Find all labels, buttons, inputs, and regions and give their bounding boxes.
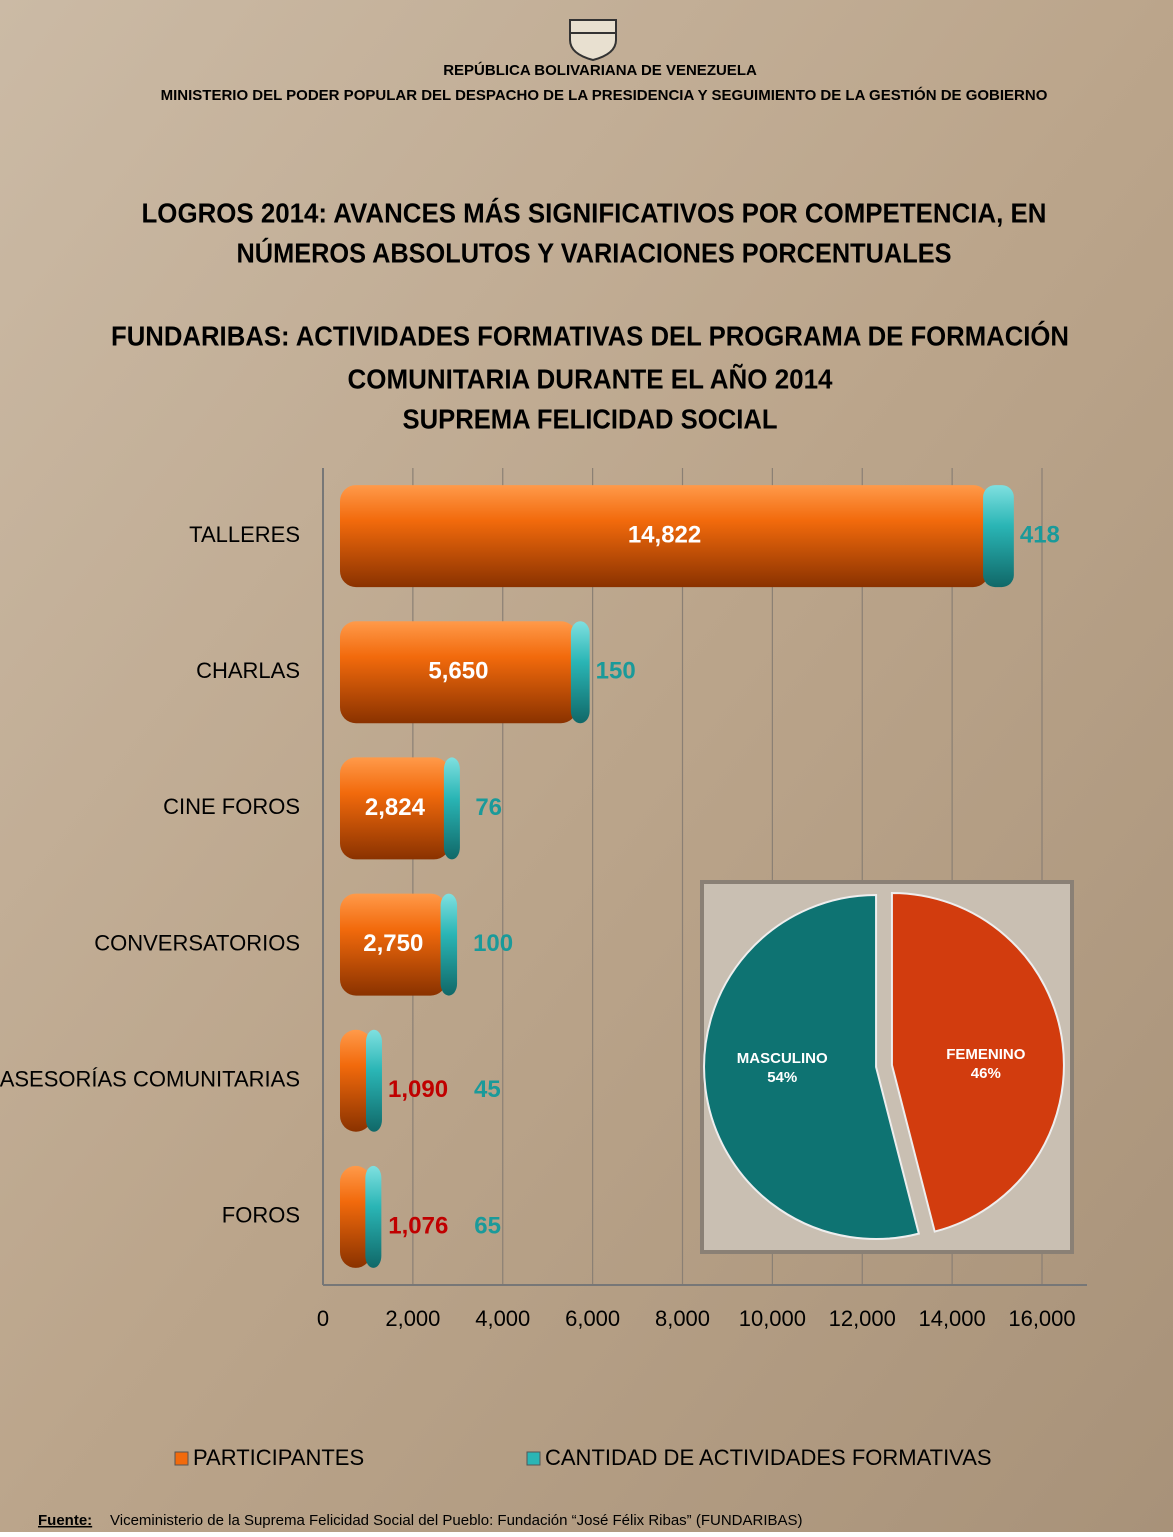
bar-cap	[570, 621, 590, 724]
heading: NÚMEROS ABSOLUTOS Y VARIACIONES PORCENTU…	[237, 237, 952, 268]
legend-swatch	[174, 1451, 189, 1466]
y-tick-label: FOROS	[222, 1203, 300, 1228]
y-tick-label: ASESORÍAS COMUNITARIAS	[0, 1067, 300, 1092]
legend-label: CANTIDAD DE ACTIVIDADES FORMATIVAS	[545, 1445, 992, 1470]
pie-value: 46%	[971, 1065, 1001, 1082]
value-label: 14,822	[628, 521, 701, 548]
bar-cap	[983, 485, 1014, 588]
value-label: 418	[1020, 521, 1060, 548]
pie-slice	[890, 891, 1065, 1233]
pie-slice	[703, 894, 921, 1241]
y-tick-label: CINE FOROS	[163, 794, 300, 819]
legend-label: PARTICIPANTES	[193, 1445, 364, 1470]
value-label: 100	[473, 930, 513, 957]
value-label: 65	[474, 1212, 501, 1239]
bar	[340, 621, 577, 724]
legend: PARTICIPANTES CANTIDAD DE ACTIVIDADES FOR…	[174, 1445, 992, 1470]
x-tick-label: 2,000	[385, 1306, 440, 1331]
bar-cap	[440, 893, 458, 996]
ministry: MINISTERIO DEL PODER POPULAR DEL DESPACH…	[161, 86, 1048, 104]
source-label: Fuente:	[38, 1512, 92, 1529]
pie-label: FEMENINO	[946, 1046, 1026, 1063]
pie-label: MASCULINO	[737, 1050, 828, 1067]
value-label: 2,824	[365, 794, 426, 821]
y-tick-label: CONVERSATORIOS	[94, 930, 300, 955]
bar	[340, 1029, 372, 1132]
x-tick-label: 10,000	[739, 1306, 806, 1331]
country: REPÚBLICA BOLIVARIANA DE VENEZUELA	[443, 61, 757, 79]
x-tick-label: 6,000	[565, 1306, 620, 1331]
x-tick-label: 12,000	[829, 1306, 896, 1331]
value-label: 76	[475, 794, 502, 821]
value-label: 1,076	[388, 1212, 448, 1239]
value-label: 150	[596, 658, 636, 685]
value-label: 2,750	[363, 930, 423, 957]
bar-cap	[443, 757, 460, 860]
value-label: 5,650	[428, 658, 488, 685]
chart-title: FUNDARIBAS: ACTIVIDADES FORMATIVAS DEL P…	[111, 320, 1069, 351]
bar-chart: 0 2,000 4,000 6,000 8,000 10,000 12,000 14,000 1…	[0, 468, 1087, 1331]
chart-title: COMUNITARIA DURANTE EL AÑO 2014	[348, 363, 833, 394]
y-tick-label: CHARLAS	[196, 658, 300, 683]
heading: LOGROS 2014: AVANCES MÁS SIGNIFICATIVOS …	[142, 197, 1047, 228]
bar	[340, 1165, 372, 1268]
chart-title: SUPREMA FELICIDAD SOCIAL	[403, 403, 778, 434]
x-tick-label: 0	[317, 1306, 329, 1331]
source-text: Viceministerio de la Suprema Felicidad S…	[110, 1512, 803, 1529]
x-tick-label: 14,000	[918, 1306, 985, 1331]
x-tick-label: 8,000	[655, 1306, 710, 1331]
legend-swatch	[526, 1451, 541, 1466]
y-tick-label: TALLERES	[189, 522, 300, 547]
value-label: 45	[474, 1076, 501, 1103]
bar	[340, 757, 450, 860]
pie-value: 54%	[767, 1069, 797, 1086]
bar	[340, 485, 990, 588]
pie-chart: FEMENINO 46% MASCULINO 54%	[703, 891, 1065, 1241]
x-tick-label: 16,000	[1008, 1306, 1075, 1331]
x-tick-label: 4,000	[475, 1306, 530, 1331]
emblem	[569, 19, 617, 62]
value-label: 1,090	[388, 1076, 448, 1103]
bar-cap	[365, 1165, 382, 1268]
bar-cap	[365, 1029, 382, 1132]
bar	[340, 893, 447, 996]
